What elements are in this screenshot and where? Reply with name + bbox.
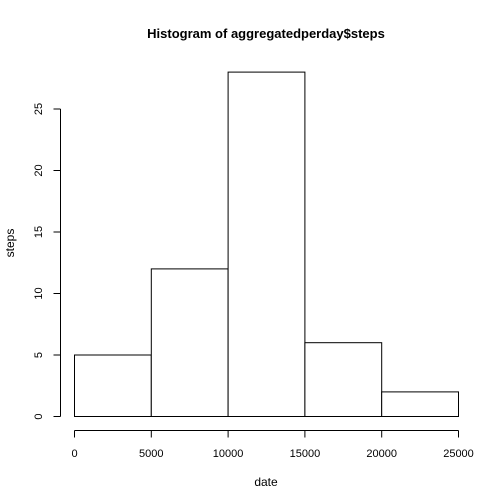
y-tick-label-3: 15 [33, 226, 45, 238]
y-axis: 0 5 10 15 20 25 [33, 103, 61, 420]
x-tick-label-4: 20000 [366, 448, 397, 460]
bars-group [74, 71, 460, 418]
histogram-bar-3 [304, 342, 383, 418]
y-tick-label-2: 10 [33, 287, 45, 299]
y-tick-label-5: 25 [33, 103, 45, 115]
x-tick-label-0: 0 [71, 448, 77, 460]
x-axis: 0 5000 10000 15000 20000 25000 [71, 430, 474, 460]
x-axis-label: date [254, 475, 278, 489]
chart-title: Histogram of aggregatedperday$steps [147, 26, 385, 41]
y-tick-label-4: 20 [33, 164, 45, 176]
y-tick-label-0: 0 [33, 413, 45, 419]
histogram-bar-0 [74, 354, 152, 417]
x-tick-label-1: 5000 [139, 448, 163, 460]
histogram-bar-1 [150, 268, 229, 417]
y-tick-label-1: 5 [33, 352, 45, 358]
y-axis-label: steps [3, 229, 17, 258]
histogram-bar-2 [227, 71, 306, 417]
x-tick-label-3: 15000 [290, 448, 321, 460]
histogram-bar-4 [381, 391, 460, 417]
x-tick-label-5: 25000 [443, 448, 474, 460]
x-tick-label-2: 10000 [213, 448, 244, 460]
